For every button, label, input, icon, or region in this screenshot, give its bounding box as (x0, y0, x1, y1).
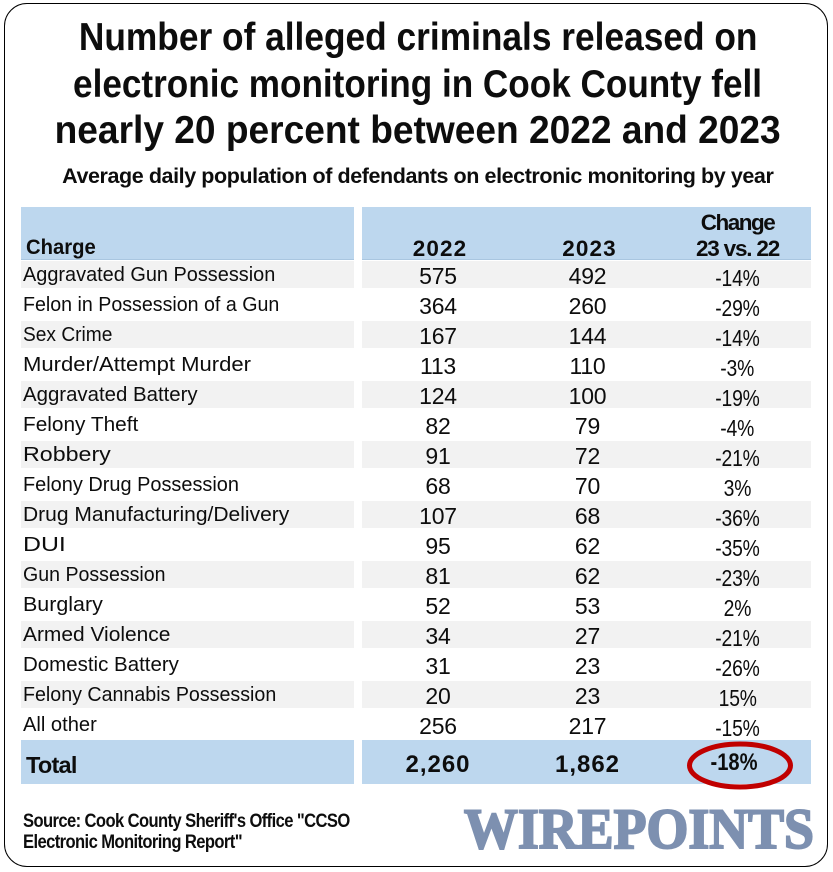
svg-text:WIREPOINTS: WIREPOINTS (464, 798, 814, 861)
